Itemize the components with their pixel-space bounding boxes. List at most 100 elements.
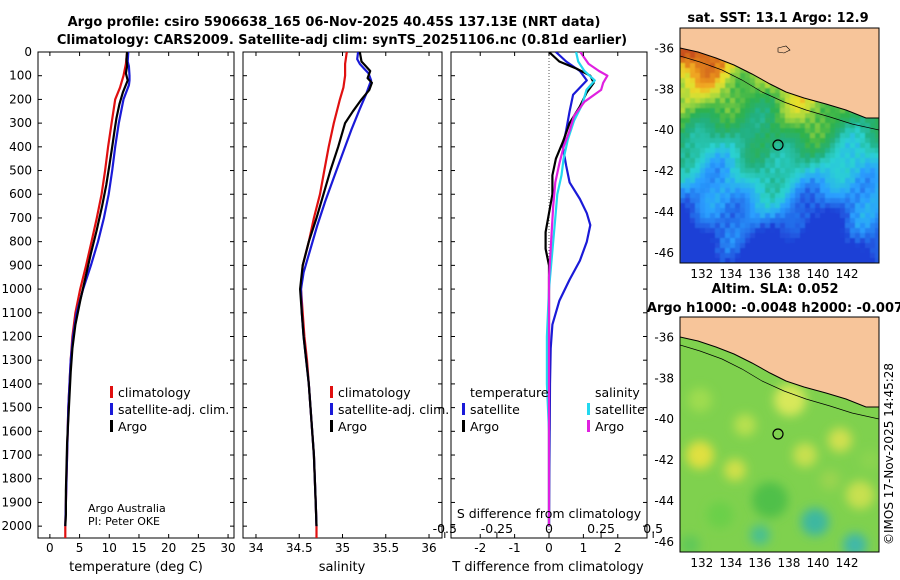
sst-cell — [875, 118, 879, 124]
sst-cell — [710, 158, 716, 164]
sst-cell — [805, 213, 811, 219]
sst-cell — [790, 163, 796, 169]
sst-cell — [810, 158, 816, 164]
sst-cell — [725, 193, 731, 199]
sst-cell — [700, 133, 706, 139]
sst-cell — [745, 253, 751, 259]
sst-cell — [715, 238, 721, 244]
salinity-panel — [242, 51, 443, 539]
sst-cell — [690, 83, 696, 89]
sst-cell — [705, 103, 711, 109]
sst-cell — [710, 178, 716, 184]
sst-cell — [690, 58, 696, 64]
sst-cell — [780, 233, 786, 239]
sst-cell — [870, 153, 876, 159]
sst-cell — [835, 208, 841, 214]
sst-cell — [745, 93, 751, 99]
sst-cell — [715, 198, 721, 204]
sst-cell — [775, 208, 781, 214]
sst-cell — [770, 208, 776, 214]
sst-cell — [800, 208, 806, 214]
sst-cell — [705, 218, 711, 224]
sst-cell — [725, 203, 731, 209]
sst-cell — [740, 213, 746, 219]
sst-cell — [870, 173, 876, 179]
y-tick-label: 1100 — [1, 306, 32, 320]
sst-cell — [740, 98, 746, 104]
sst-cell — [820, 208, 826, 214]
sst-cell — [690, 93, 696, 99]
sst-cell — [875, 128, 879, 134]
sst-cell — [710, 148, 716, 154]
sst-cell — [775, 108, 781, 114]
sst-cell — [795, 173, 801, 179]
sst-cell — [785, 178, 791, 184]
sst-cell — [750, 193, 756, 199]
sst-cell — [770, 218, 776, 224]
sst-cell — [710, 208, 716, 214]
sst-cell — [700, 193, 706, 199]
sst-cell — [745, 163, 751, 169]
sst-cell — [875, 148, 879, 154]
sst-cell — [690, 243, 696, 249]
sst-cell — [775, 198, 781, 204]
sst-cell — [850, 133, 856, 139]
sst-cell — [750, 148, 756, 154]
sst-cell — [755, 188, 761, 194]
sst-cell — [790, 258, 796, 263]
sst-cell — [830, 113, 836, 119]
sst-cell — [745, 183, 751, 189]
sst-cell — [815, 193, 821, 199]
map-y-tick-label: -44 — [654, 205, 674, 219]
sst-cell — [770, 178, 776, 184]
legend-swatch-satellite — [330, 403, 333, 415]
sst-cell — [765, 173, 771, 179]
sst-cell — [845, 158, 851, 164]
sst-cell — [805, 133, 811, 139]
sst-cell — [780, 183, 786, 189]
sst-cell — [810, 163, 816, 169]
sst-cell — [805, 258, 811, 263]
sst-cell — [755, 133, 761, 139]
sst-cell — [690, 73, 696, 79]
sst-cell — [755, 128, 761, 134]
sst-cell — [685, 83, 691, 89]
sst-cell — [775, 173, 781, 179]
sst-cell — [795, 128, 801, 134]
sst-cell — [700, 238, 706, 244]
sst-cell — [735, 228, 741, 234]
sst-cell — [765, 228, 771, 234]
sst-cell — [740, 113, 746, 119]
legend-swatch-satellite — [110, 403, 113, 415]
sst-cell — [850, 198, 856, 204]
sst-cell — [855, 148, 861, 154]
sst-cell — [750, 178, 756, 184]
sst-cell — [790, 243, 796, 249]
sst-cell — [785, 163, 791, 169]
sst-cell — [825, 168, 831, 174]
sst-cell — [780, 113, 786, 119]
sst-cell — [720, 223, 726, 229]
sst-cell — [755, 153, 761, 159]
sst-cell — [820, 193, 826, 199]
sst-cell — [860, 248, 866, 254]
sst-cell — [790, 123, 796, 129]
sst-cell — [745, 73, 751, 79]
sst-cell — [815, 163, 821, 169]
sst-cell — [775, 233, 781, 239]
sst-cell — [780, 128, 786, 134]
sst-cell — [780, 168, 786, 174]
sst-cell — [695, 163, 701, 169]
sst-cell — [865, 158, 871, 164]
sst-cell — [855, 143, 861, 149]
sst-cell — [705, 73, 711, 79]
sst-cell — [725, 103, 731, 109]
x-tick-label: 15 — [131, 541, 146, 555]
sst-cell — [825, 223, 831, 229]
sst-cell — [725, 198, 731, 204]
sst-cell — [720, 153, 726, 159]
sst-cell — [680, 233, 686, 239]
sst-cell — [750, 93, 756, 99]
sst-cell — [685, 88, 691, 94]
sst-cell — [730, 113, 736, 119]
